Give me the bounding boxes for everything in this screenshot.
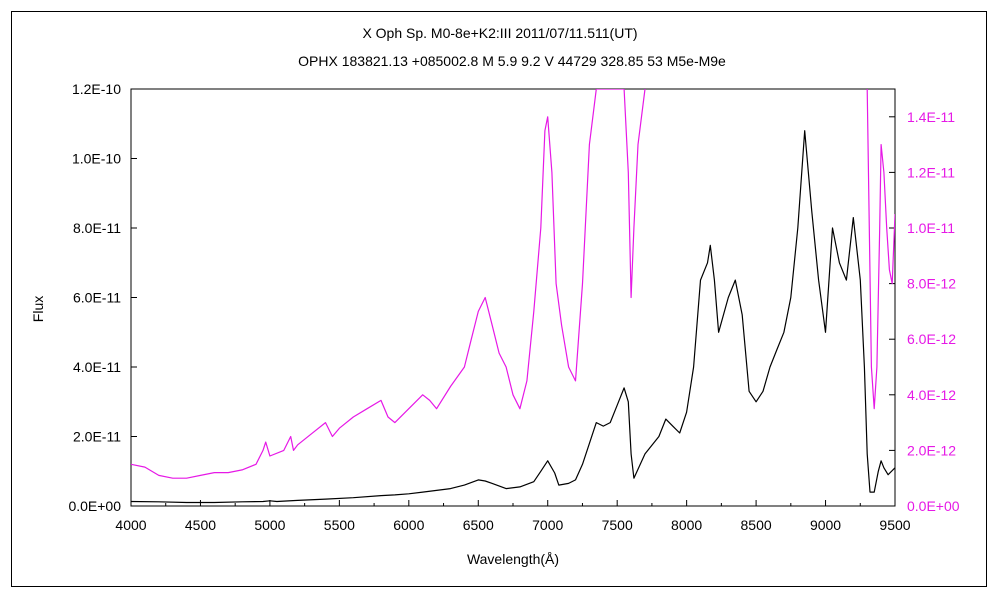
- series-layer: [131, 89, 895, 504]
- series-line-1: [131, 89, 646, 479]
- y-axis-right: 0.0E+00 2.0E-12 4.0E-12 6.0E-12 8.0E-12 1.0E-…: [889, 109, 960, 514]
- plot-area: [130, 88, 896, 507]
- x-tick-label: 5000: [254, 517, 285, 533]
- chart-frame: [11, 11, 987, 587]
- y2-tick-label: 2.0E-12: [907, 442, 956, 458]
- y2-tick-label: 4.0E-12: [907, 387, 956, 403]
- x-tick-label: 4000: [115, 517, 146, 533]
- x-tick-label: 9000: [810, 517, 841, 533]
- y-tick-label: 2.0E-11: [73, 429, 121, 445]
- chart-title: X Oph Sp. M0-8e+K2:III 2011/07/11.511(UT…: [362, 25, 637, 41]
- x-tick-label: 6000: [393, 517, 424, 533]
- y-tick-label: 6.0E-11: [73, 290, 121, 306]
- series-line-0: [131, 130, 895, 504]
- y-axis-label: Flux: [30, 296, 46, 322]
- x-tick-label: 9500: [879, 517, 910, 533]
- x-tick-label: 4500: [185, 517, 216, 533]
- x-tick-label: 8000: [671, 517, 702, 533]
- y-tick-label: 0.0E+00: [68, 498, 121, 514]
- x-tick-label: 6500: [463, 517, 494, 533]
- x-axis-label: Wavelength(Å): [467, 551, 559, 567]
- x-axis: 4000 4500 5000 5500 6000 6500 7000 7500 8000 8500…: [115, 500, 911, 533]
- y-tick-label: 1.2E-10: [72, 81, 121, 97]
- x-tick-label: 7500: [602, 517, 633, 533]
- y2-tick-label: 6.0E-12: [907, 331, 956, 347]
- chart-subtitle: OPHX 183821.13 +085002.8 M 5.9 9.2 V 447…: [298, 53, 726, 69]
- y-tick-label: 4.0E-11: [73, 359, 121, 375]
- y2-tick-label: 1.4E-11: [907, 109, 955, 125]
- y2-tick-label: 1.0E-11: [907, 220, 955, 236]
- x-tick-label: 5500: [324, 517, 355, 533]
- y2-tick-label: 8.0E-12: [907, 276, 956, 292]
- x-tick-label: 7000: [532, 517, 563, 533]
- y2-tick-label: 1.2E-11: [907, 164, 955, 180]
- x-tick-label: 8500: [741, 517, 772, 533]
- series-line-2: [866, 89, 895, 410]
- y-axis-left: 0.0E+00 2.0E-11 4.0E-11 6.0E-11 8.0E-11 1.0E-…: [68, 81, 137, 514]
- y2-tick-label: 0.0E+00: [907, 498, 960, 514]
- y-tick-label: 1.0E-10: [72, 151, 121, 167]
- y-tick-label: 8.0E-11: [73, 220, 121, 236]
